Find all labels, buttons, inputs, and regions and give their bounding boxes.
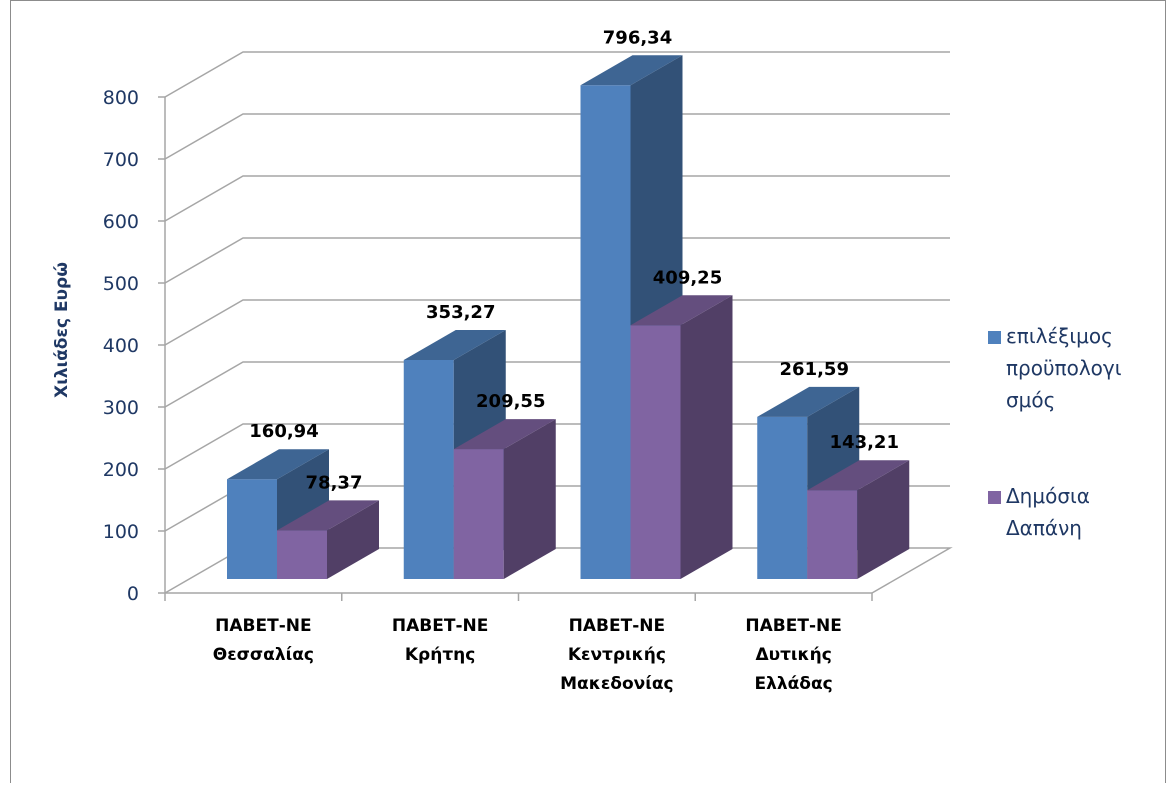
- category-label: ΠΑΒΕΤ-ΝΕ: [215, 616, 311, 636]
- y-tick-label: 200: [103, 459, 139, 481]
- data-label: 209,55: [476, 391, 545, 412]
- data-label: 796,34: [603, 27, 672, 48]
- y-tick-label: 600: [103, 211, 139, 233]
- bar-top: [630, 295, 733, 326]
- data-label: 78,37: [306, 472, 363, 493]
- bar: [807, 460, 910, 579]
- category-label: ΠΑΒΕΤ-ΝΕ: [745, 616, 841, 636]
- category-label: Ελλάδας: [755, 674, 833, 694]
- legend-swatch: [988, 491, 1001, 504]
- bar-front: [277, 530, 327, 579]
- bar: [453, 419, 556, 579]
- bar: [630, 295, 733, 579]
- bar-top: [277, 500, 379, 531]
- y-tick-label: 0: [127, 583, 139, 605]
- gridline: [164, 175, 950, 222]
- data-label: 353,27: [426, 302, 495, 323]
- legend-label: Δαπάνη: [1006, 516, 1082, 540]
- bar-front: [403, 359, 454, 579]
- legend-swatch: [988, 331, 1001, 344]
- y-tick-label: 500: [103, 273, 139, 295]
- category-label: Θεσσαλίας: [213, 645, 314, 665]
- gridline: [164, 113, 950, 160]
- y-axis-label: Χιλιάδες Ευρώ: [52, 262, 72, 398]
- bar-side: [680, 295, 733, 579]
- legend-label: προϋπολογι: [1006, 356, 1122, 380]
- category-label: ΠΑΒΕΤ-ΝΕ: [392, 616, 488, 636]
- bar-top: [453, 419, 556, 450]
- category-label: Κρήτης: [405, 645, 475, 665]
- bar-top: [403, 329, 506, 360]
- bar-top: [807, 460, 910, 491]
- legend-label: σμός: [1006, 388, 1055, 412]
- gridline: [164, 237, 950, 284]
- data-label: 143,21: [830, 432, 899, 453]
- bar-side: [503, 419, 556, 579]
- data-label: 261,59: [780, 359, 849, 380]
- legend-label: επιλέξιμος: [1006, 324, 1113, 348]
- bar-front: [580, 85, 631, 580]
- bar: [277, 500, 379, 579]
- bar-front: [227, 479, 277, 579]
- category-label: Κεντρικής: [568, 645, 666, 665]
- gridline: [164, 51, 950, 98]
- gridline: [164, 299, 950, 346]
- legend: επιλέξιμος προϋπολογι σμός Δημόσια Δαπάνη: [988, 324, 1122, 540]
- category-labels: ΠΑΒΕΤ-ΝΕ Θεσσαλίας ΠΑΒΕΤ-ΝΕ Κρήτης ΠΑΒΕΤ-ΝΕ Κ…: [213, 616, 842, 694]
- y-tick-label: 700: [103, 149, 139, 171]
- bar-top: [580, 55, 683, 86]
- y-tick-label: 300: [103, 397, 139, 419]
- bar-side: [327, 500, 379, 579]
- y-tick-label: 400: [103, 335, 139, 357]
- bar-side: [857, 460, 910, 579]
- bar-front: [630, 325, 681, 579]
- y-tick-label: 100: [103, 521, 139, 543]
- data-label: 160,94: [249, 421, 318, 442]
- bar-top: [227, 449, 329, 480]
- category-label: ΠΑΒΕΤ-ΝΕ: [569, 616, 665, 636]
- bar-front: [757, 416, 808, 579]
- legend-label: Δημόσια: [1006, 484, 1090, 508]
- bar-top: [757, 386, 860, 417]
- y-tick-label: 800: [103, 87, 139, 109]
- bar-front: [453, 449, 504, 579]
- data-labels: 160,94 78,37 353,27 209,55 796,34 409,25 261,5…: [249, 27, 899, 493]
- category-label: Μακεδονίας: [560, 674, 673, 694]
- category-label: Δυτικής: [755, 645, 831, 665]
- bars: [227, 55, 910, 580]
- data-label: 409,25: [653, 267, 722, 288]
- y-axis-ticks: 0 100 200 300 400 500 600 700 800: [103, 87, 165, 605]
- bar-front: [807, 490, 858, 579]
